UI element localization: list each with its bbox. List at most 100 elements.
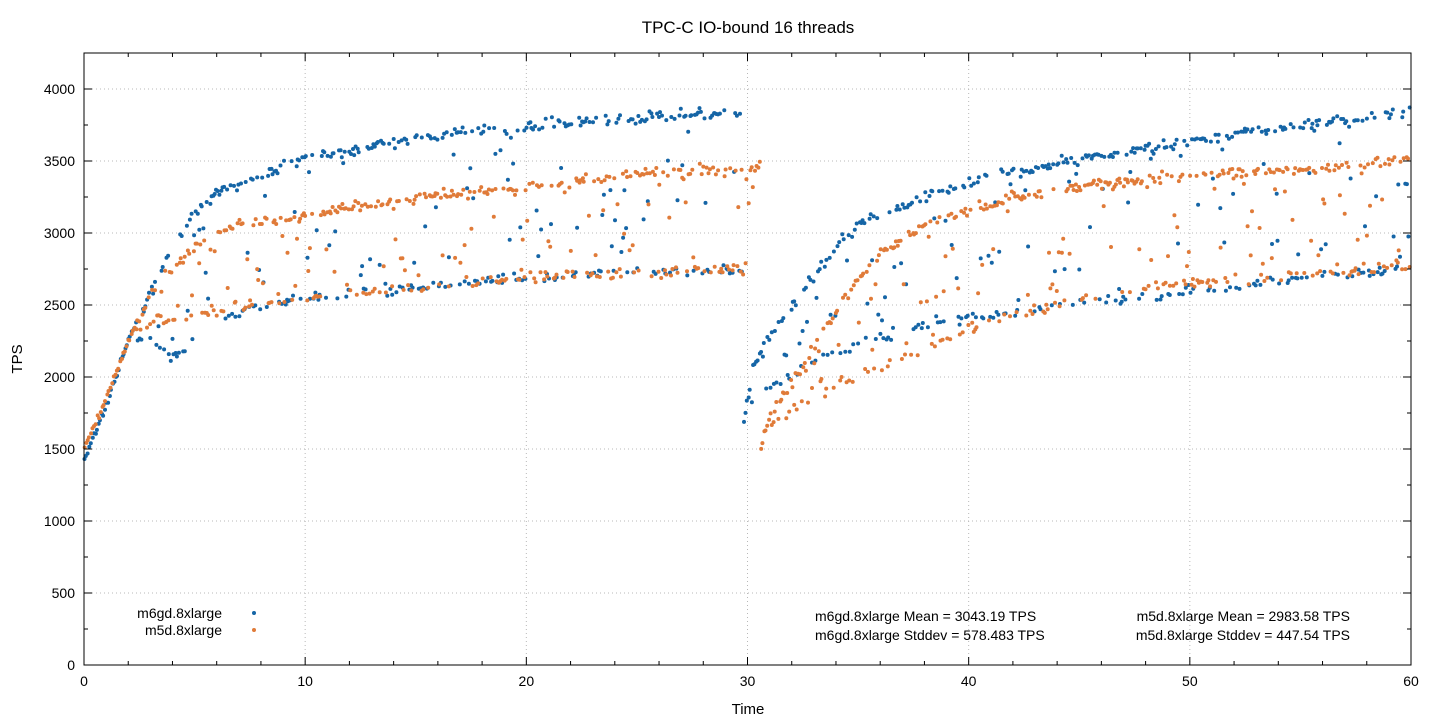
data-point [1059,250,1064,255]
data-point [841,237,846,242]
data-point [274,222,279,226]
data-point [1363,224,1367,229]
data-point [451,152,456,157]
y-tick-label: 2000 [44,369,75,385]
data-point [1077,267,1082,272]
data-point [190,293,194,298]
data-point [854,221,859,226]
data-point [385,293,390,298]
data-point [1223,288,1228,293]
data-point [1281,169,1286,174]
data-point [392,146,397,151]
data-point [743,410,748,415]
data-point [1180,292,1185,297]
data-point [616,116,621,121]
data-point [1098,179,1103,184]
data-point [1310,121,1315,126]
data-point [851,283,856,288]
data-point [610,275,615,280]
data-point [994,203,999,208]
data-point [578,123,583,128]
data-point [1231,191,1236,196]
data-point [166,352,171,357]
data-point [404,197,409,202]
data-point [934,294,939,299]
data-point [185,308,190,313]
data-point [101,403,106,408]
data-point [1275,238,1280,243]
data-point [1125,180,1130,185]
data-point [741,272,746,277]
data-point [435,137,440,142]
data-point [1358,163,1363,168]
data-point [512,271,517,276]
data-point [744,398,749,403]
data-point [441,186,446,191]
x-tick-label: 30 [740,673,756,689]
data-point [860,218,865,223]
data-point [1138,146,1143,151]
data-point [1317,118,1322,123]
data-point [1008,314,1012,319]
data-point [199,204,204,209]
data-point [959,316,964,321]
data-point [282,300,287,304]
data-point [370,289,375,294]
data-point [1395,260,1400,265]
data-point [504,276,509,281]
data-point [1172,213,1177,218]
legend: m6gd.8xlarge m5d.8xlarge [137,605,256,638]
data-point [460,125,465,130]
data-point [330,205,335,209]
data-point [1346,165,1351,169]
data-point [811,279,816,284]
data-point [275,171,280,176]
data-point [779,397,784,402]
data-point [1062,267,1067,272]
data-point [1355,118,1360,123]
data-point [625,270,630,275]
data-point [785,373,790,377]
data-point [151,319,156,324]
data-point [809,344,813,349]
data-point [493,187,498,191]
data-point [735,264,740,269]
data-point [348,288,353,293]
data-point [675,198,680,203]
data-point [730,268,735,273]
data-point [608,188,613,193]
data-point [1180,172,1185,177]
data-point [1404,182,1409,187]
data-point [140,312,145,317]
data-point [846,296,851,301]
data-point [635,171,640,175]
data-point [388,197,393,202]
data-point [501,272,506,277]
data-point [487,126,492,131]
data-point [580,176,585,181]
data-point [457,282,462,287]
data-point [587,120,592,124]
data-point [981,316,986,321]
data-point [672,116,677,121]
data-point [1231,176,1236,181]
data-point [814,295,819,300]
data-point [856,341,861,346]
data-point [1190,277,1195,281]
data-point [113,372,118,377]
data-point [517,277,522,282]
data-point [1282,189,1287,194]
data-point [621,235,626,240]
data-point [722,174,727,179]
data-point [1130,178,1135,183]
data-point [307,170,311,175]
data-point [258,307,263,312]
data-point [1319,247,1324,252]
data-point [776,320,781,324]
data-point [991,247,996,252]
data-point [664,118,669,123]
data-point [1175,225,1180,230]
data-point [943,254,948,259]
data-point [1153,147,1158,151]
data-point [256,278,261,282]
